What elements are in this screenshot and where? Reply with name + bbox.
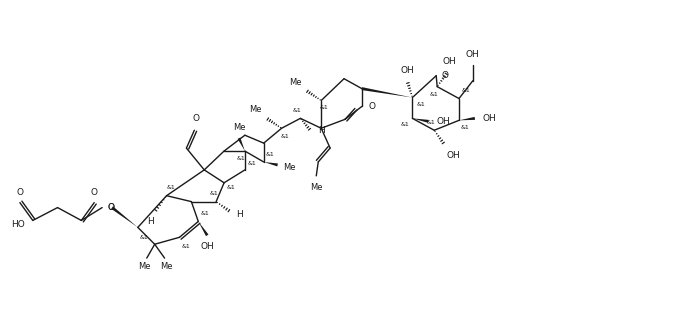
Polygon shape: [238, 138, 245, 151]
Text: &1: &1: [182, 244, 190, 249]
Polygon shape: [111, 206, 138, 227]
Text: &1: &1: [401, 122, 410, 127]
Polygon shape: [361, 87, 413, 98]
Text: OH: OH: [466, 50, 480, 59]
Text: Me: Me: [233, 123, 245, 132]
Text: &1: &1: [227, 185, 236, 190]
Text: &1: &1: [236, 156, 245, 160]
Text: &1: &1: [417, 102, 425, 107]
Text: HO: HO: [11, 220, 25, 229]
Text: O: O: [369, 102, 376, 111]
Text: Me: Me: [138, 262, 151, 270]
Text: OH: OH: [200, 242, 214, 251]
Text: Me: Me: [249, 105, 262, 114]
Polygon shape: [198, 222, 209, 236]
Polygon shape: [413, 118, 428, 123]
Text: OH: OH: [446, 151, 460, 160]
Text: &1: &1: [140, 235, 149, 240]
Text: OH: OH: [483, 114, 497, 123]
Text: Me: Me: [310, 183, 323, 192]
Text: OH: OH: [436, 117, 450, 126]
Text: &1: &1: [248, 161, 256, 166]
Text: &1: &1: [430, 92, 439, 97]
Text: OH: OH: [442, 57, 456, 66]
Text: &1: &1: [427, 120, 435, 125]
Polygon shape: [459, 117, 475, 120]
Text: O: O: [17, 188, 23, 197]
Text: &1: &1: [200, 211, 209, 216]
Text: O: O: [91, 188, 97, 197]
Text: O: O: [107, 203, 114, 212]
Text: Me: Me: [160, 262, 173, 270]
Text: &1: &1: [293, 108, 302, 113]
Polygon shape: [264, 162, 278, 166]
Text: Me: Me: [283, 164, 296, 172]
Text: O: O: [441, 71, 448, 80]
Text: &1: &1: [320, 105, 328, 110]
Text: &1: &1: [266, 152, 274, 157]
Text: Me: Me: [289, 78, 301, 87]
Text: &1: &1: [166, 185, 175, 190]
Text: OH: OH: [401, 66, 415, 75]
Text: O: O: [193, 114, 200, 123]
Text: O: O: [107, 203, 114, 212]
Text: &1: &1: [461, 125, 470, 130]
Text: H: H: [319, 126, 325, 135]
Text: H: H: [147, 217, 154, 226]
Text: &1: &1: [462, 88, 471, 93]
Text: &1: &1: [210, 191, 218, 196]
Text: &1: &1: [280, 134, 289, 139]
Text: H: H: [236, 210, 243, 219]
